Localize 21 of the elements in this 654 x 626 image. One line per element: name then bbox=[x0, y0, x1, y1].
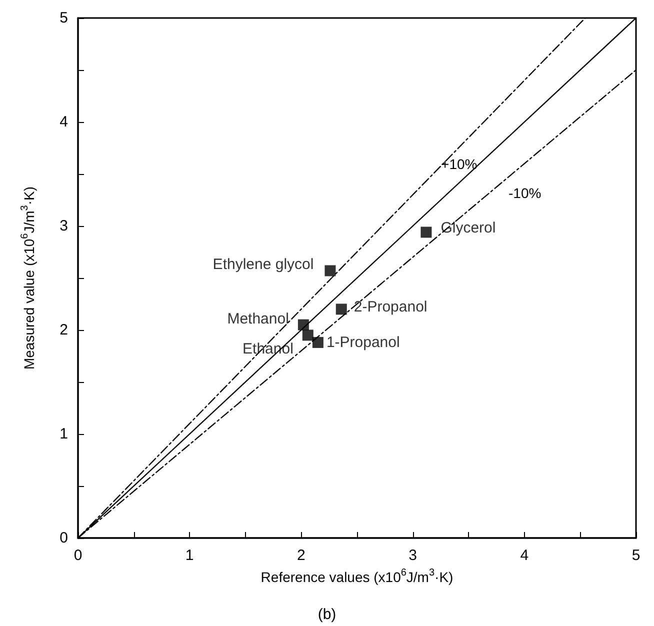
series-label: Methanol bbox=[227, 310, 289, 328]
x-tick-label: 4 bbox=[520, 547, 529, 564]
x-tick-label: 2 bbox=[297, 547, 306, 564]
series-label: Ethylene glycol bbox=[212, 256, 314, 274]
y-axis-title: Measured value (x106J/m3·K) bbox=[20, 186, 37, 370]
y-tick-label: 3 bbox=[60, 218, 68, 234]
series-label: +10% bbox=[441, 156, 478, 172]
x-tick-label: 3 bbox=[408, 547, 417, 564]
y-tick-label: 0 bbox=[60, 530, 68, 546]
x-tick-label: 1 bbox=[185, 547, 194, 564]
text: (b) bbox=[318, 606, 336, 623]
series-label: 2-Propanol bbox=[354, 298, 428, 316]
series-label: 1-Propanol bbox=[326, 334, 400, 351]
y-tick-label: 2 bbox=[60, 322, 68, 338]
x-tick-label: 0 bbox=[74, 547, 82, 564]
series-label: Glycerol bbox=[440, 220, 496, 237]
series-label: -10% bbox=[508, 185, 542, 201]
y-tick-label: 4 bbox=[60, 114, 68, 130]
y-tick-label: 5 bbox=[60, 10, 68, 26]
x-tick-label: 5 bbox=[632, 547, 640, 564]
y-tick-label: 1 bbox=[60, 426, 68, 442]
